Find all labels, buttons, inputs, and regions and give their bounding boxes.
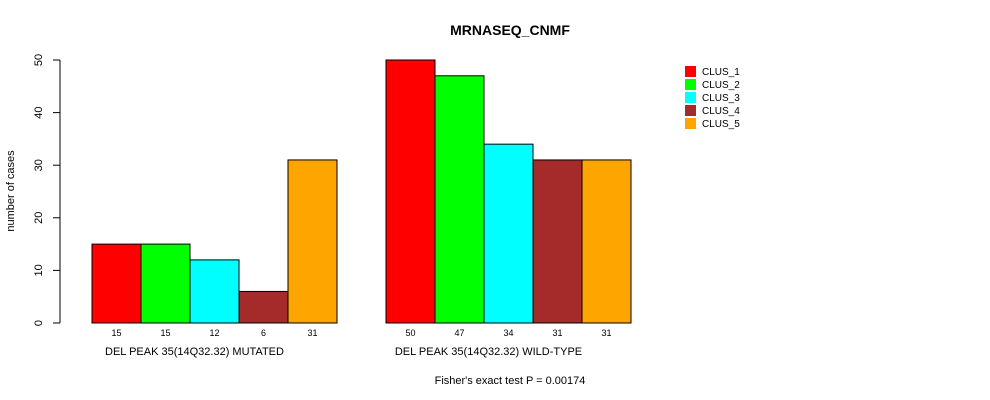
fisher-test-footnote: Fisher's exact test P = 0.00174 xyxy=(435,375,586,387)
bar-clus-3-group-2 xyxy=(483,143,534,324)
count-label-clus-5-group-1: 31 xyxy=(307,328,317,338)
count-label-clus-3-group-2: 34 xyxy=(503,328,513,338)
bar-clus-1-group-2 xyxy=(385,59,436,324)
y-axis-label: number of cases xyxy=(5,150,17,232)
legend-label-clus-1: CLUS_1 xyxy=(702,67,740,78)
legend: CLUS_1 CLUS_2 CLUS_3 CLUS_4 CLUS_5 xyxy=(685,66,740,130)
bar-clus-3-group-1 xyxy=(189,259,240,324)
y-tick-label-0: 0 xyxy=(33,320,45,326)
bar-clus-1-group-1 xyxy=(91,243,142,324)
count-label-clus-4-group-1: 6 xyxy=(261,328,266,338)
y-tick-label-2: 20 xyxy=(33,212,45,224)
bars xyxy=(91,59,632,324)
legend-label-clus-3: CLUS_3 xyxy=(702,93,740,104)
legend-swatch-clus-1 xyxy=(685,66,696,77)
group-labels: DEL PEAK 35(14Q32.32) MUTATED DEL PEAK 35… xyxy=(105,346,582,358)
bar-clus-2-group-2 xyxy=(434,75,485,324)
bar-clus-4-group-2 xyxy=(532,159,583,324)
y-tick-label-1: 10 xyxy=(33,264,45,276)
legend-label-clus-5: CLUS_5 xyxy=(702,119,740,130)
count-label-clus-1-group-1: 15 xyxy=(111,328,121,338)
bar-clus-5-group-2 xyxy=(581,159,632,324)
count-label-clus-4-group-2: 31 xyxy=(552,328,562,338)
bar-clus-5-group-1 xyxy=(287,159,338,324)
group-label-1: DEL PEAK 35(14Q32.32) MUTATED xyxy=(105,346,284,358)
count-label-clus-2-group-1: 15 xyxy=(160,328,170,338)
y-axis: 0 10 20 30 40 50 xyxy=(33,54,61,326)
legend-swatch-clus-3 xyxy=(685,92,696,103)
legend-swatch-clus-4 xyxy=(685,105,696,116)
y-tick-label-4: 40 xyxy=(33,106,45,118)
legend-swatch-clus-2 xyxy=(685,79,696,90)
group-label-2: DEL PEAK 35(14Q32.32) WILD-TYPE xyxy=(395,346,582,358)
y-tick-label-3: 30 xyxy=(33,159,45,171)
chart-title: MRNASEQ_CNMF xyxy=(450,22,570,38)
count-label-clus-1-group-2: 50 xyxy=(405,328,415,338)
count-label-clus-5-group-2: 31 xyxy=(601,328,611,338)
bar-clus-4-group-1 xyxy=(238,290,289,324)
bar-clus-2-group-1 xyxy=(140,243,191,324)
count-label-clus-3-group-1: 12 xyxy=(209,328,219,338)
count-labels: 15 15 12 6 31 50 47 34 31 31 xyxy=(111,328,611,338)
y-tick-label-5: 50 xyxy=(33,54,45,66)
legend-swatch-clus-5 xyxy=(685,118,696,129)
legend-label-clus-4: CLUS_4 xyxy=(702,106,740,117)
count-label-clus-2-group-2: 47 xyxy=(454,328,464,338)
legend-label-clus-2: CLUS_2 xyxy=(702,80,740,91)
